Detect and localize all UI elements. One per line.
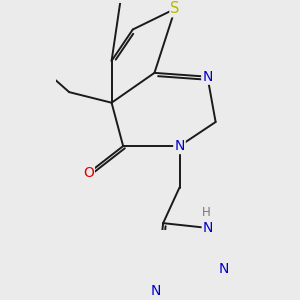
Text: N: N	[218, 262, 229, 276]
Text: N: N	[151, 284, 161, 298]
Text: N: N	[174, 139, 185, 153]
Text: N: N	[202, 70, 213, 84]
Text: H: H	[202, 206, 211, 219]
Text: O: O	[83, 166, 94, 180]
Text: N: N	[203, 221, 213, 235]
Text: S: S	[170, 1, 180, 16]
